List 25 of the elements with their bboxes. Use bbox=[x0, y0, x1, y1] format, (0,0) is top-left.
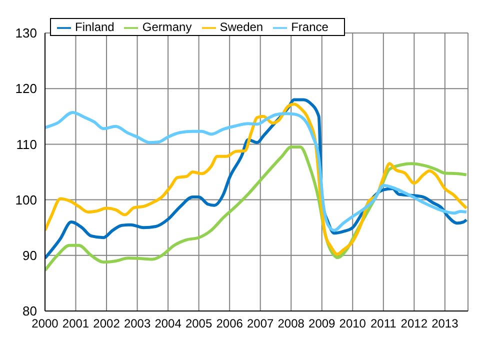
x-tick-label: 2006 bbox=[216, 316, 244, 331]
x-tick-label: 2011 bbox=[370, 316, 397, 331]
x-tick-label: 2012 bbox=[400, 316, 428, 331]
x-tick-label: 2013 bbox=[432, 316, 459, 331]
x-tick-label: 2008 bbox=[278, 316, 305, 331]
y-tick-label: 130 bbox=[15, 26, 37, 41]
x-tick-label: 2004 bbox=[154, 316, 182, 331]
x-tick-label: 2005 bbox=[185, 316, 212, 331]
y-tick-label: 90 bbox=[22, 248, 37, 264]
y-tick-label: 100 bbox=[15, 192, 37, 208]
x-tick-label: 2009 bbox=[308, 316, 336, 331]
y-tick-label: 110 bbox=[16, 136, 37, 152]
legend-label: France bbox=[291, 20, 328, 34]
x-tick-label: 2007 bbox=[246, 316, 274, 331]
legend-label: Germany bbox=[142, 20, 192, 34]
x-tick-label: 2003 bbox=[124, 316, 151, 331]
x-tick-label: 2001 bbox=[62, 316, 90, 331]
x-tick-label: 2010 bbox=[339, 316, 366, 331]
line-series bbox=[45, 111, 468, 232]
y-tick-label: 120 bbox=[15, 81, 37, 96]
legend-label: Finland bbox=[75, 20, 114, 34]
y-tick-label: 80 bbox=[22, 304, 37, 319]
x-tick-label: 2002 bbox=[93, 316, 120, 331]
legend-label: Sweden bbox=[220, 20, 264, 34]
x-tick-label: 2000 bbox=[32, 316, 59, 331]
